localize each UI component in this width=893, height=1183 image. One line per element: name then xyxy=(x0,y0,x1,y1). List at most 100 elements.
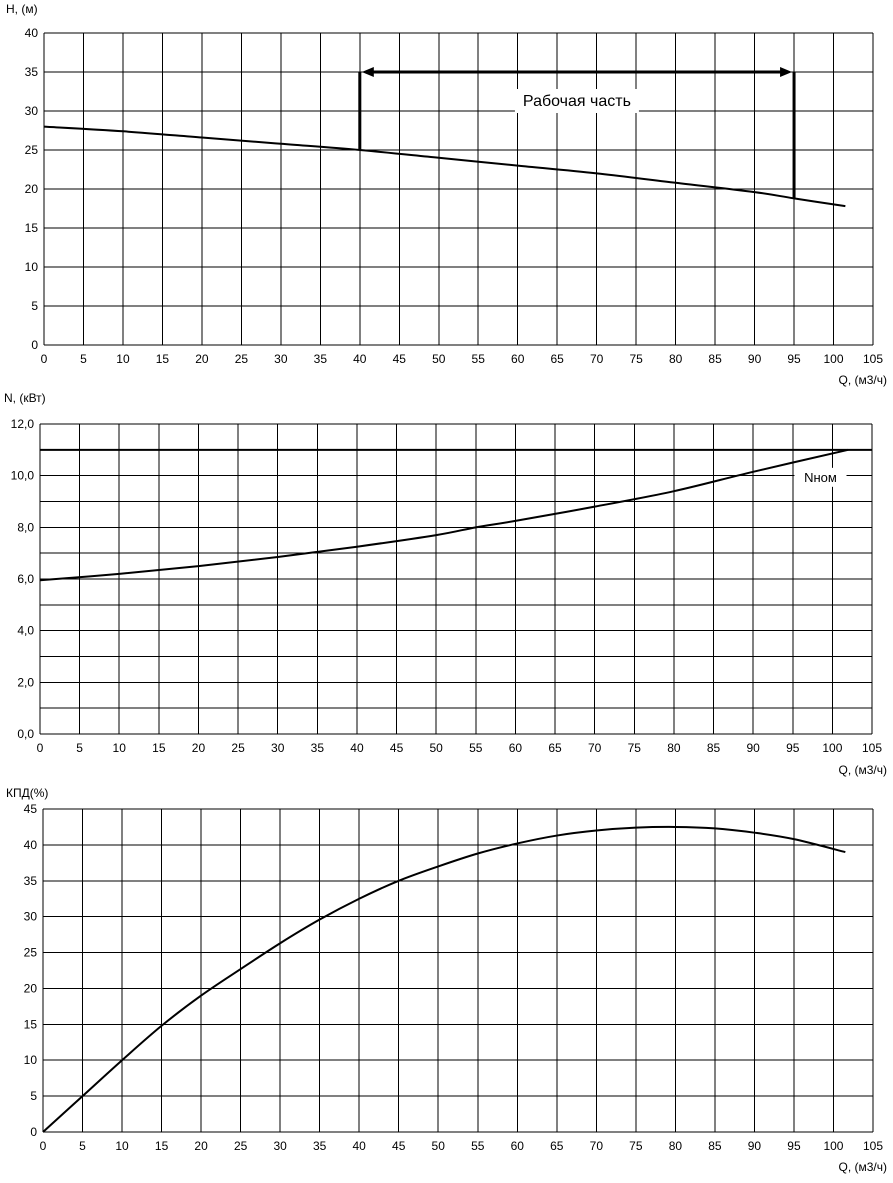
chart3-y-axis-label: КПД(%) xyxy=(6,786,48,800)
chart3-x-tick-label: 45 xyxy=(392,1139,406,1153)
chart1-x-tick-label: 65 xyxy=(551,352,565,366)
chart3-y-tick-label: 30 xyxy=(24,910,38,924)
chart2-y-tick-label: 6,0 xyxy=(17,572,34,586)
chart2-x-tick-label: 0 xyxy=(37,741,44,755)
chart2-reference-label-bg xyxy=(794,467,847,487)
chart2-y-tick-label: 2,0 xyxy=(17,675,34,689)
chart1-y-tick-label: 0 xyxy=(31,338,38,352)
chart2-y-tick-label: 12,0 xyxy=(11,417,35,431)
chart1-x-tick-label: 75 xyxy=(629,352,643,366)
chart1-x-tick-label: 35 xyxy=(314,352,328,366)
chart3-x-tick-label: 30 xyxy=(273,1139,287,1153)
chart2-x-tick-label: 60 xyxy=(509,741,523,755)
chart2-x-axis-label: Q, (м3/ч) xyxy=(838,763,887,777)
chart3-x-tick-label: 10 xyxy=(115,1139,129,1153)
chart3-x-tick-label: 55 xyxy=(471,1139,485,1153)
chart3-x-tick-label: 15 xyxy=(155,1139,169,1153)
chart2-x-tick-label: 90 xyxy=(746,741,760,755)
chart3-y-tick-label: 25 xyxy=(24,946,38,960)
chart1-x-tick-label: 15 xyxy=(156,352,170,366)
chart2-x-tick-label: 55 xyxy=(469,741,483,755)
chart3-x-tick-label: 35 xyxy=(313,1139,327,1153)
chart3-x-tick-label: 100 xyxy=(823,1139,843,1153)
chart2-y-tick-label: 10,0 xyxy=(11,469,35,483)
chart2-x-tick-label: 65 xyxy=(548,741,562,755)
chart2-x-tick-label: 35 xyxy=(311,741,325,755)
chart3-x-tick-label: 5 xyxy=(79,1139,86,1153)
chart1-x-tick-label: 80 xyxy=(669,352,683,366)
chart3-y-tick-label: 5 xyxy=(30,1089,37,1103)
chart3-x-tick-label: 25 xyxy=(234,1139,248,1153)
chart2-x-tick-label: 20 xyxy=(192,741,206,755)
chart1-y-tick-label: 20 xyxy=(25,182,39,196)
chart1-range-arrow-head-right xyxy=(780,67,793,77)
chart1-x-tick-label: 90 xyxy=(748,352,762,366)
chart3-x-tick-label: 0 xyxy=(40,1139,47,1153)
chart3-x-tick-label: 90 xyxy=(748,1139,762,1153)
chart1-y-tick-label: 10 xyxy=(25,260,39,274)
chart3-x-tick-label: 50 xyxy=(432,1139,446,1153)
chart2-x-tick-label: 100 xyxy=(822,741,842,755)
chart3-x-tick-label: 75 xyxy=(629,1139,643,1153)
chart3-y-tick-label: 0 xyxy=(30,1125,37,1139)
chart1-x-tick-label: 55 xyxy=(472,352,486,366)
chart3-x-tick-label: 20 xyxy=(194,1139,208,1153)
chart3-x-tick-label: 105 xyxy=(863,1139,883,1153)
chart1-x-tick-label: 40 xyxy=(353,352,367,366)
chart1-range-label-bg xyxy=(514,89,639,113)
chart2-x-tick-label: 10 xyxy=(113,741,127,755)
chart3-y-tick-label: 35 xyxy=(24,874,38,888)
chart1-y-tick-label: 15 xyxy=(25,221,39,235)
chart2-x-tick-label: 75 xyxy=(628,741,642,755)
chart3-x-tick-label: 40 xyxy=(353,1139,367,1153)
chart1-x-tick-label: 25 xyxy=(235,352,249,366)
chart1-y-tick-label: 35 xyxy=(25,65,39,79)
chart2-y-axis-label: N, (кВт) xyxy=(4,391,46,405)
chart3-y-tick-label: 20 xyxy=(24,981,38,995)
chart3-x-tick-label: 65 xyxy=(550,1139,564,1153)
chart1-x-axis-label: Q, (м3/ч) xyxy=(838,373,887,387)
chart1-y-tick-label: 5 xyxy=(31,299,38,313)
chart2-x-tick-label: 15 xyxy=(152,741,166,755)
chart3-y-tick-label: 10 xyxy=(24,1053,38,1067)
chart2-x-tick-label: 25 xyxy=(231,741,245,755)
chart2-x-tick-label: 45 xyxy=(390,741,404,755)
chart1-y-tick-label: 30 xyxy=(25,104,39,118)
chart2-x-tick-label: 30 xyxy=(271,741,285,755)
chart3-x-axis-label: Q, (м3/ч) xyxy=(838,1160,887,1174)
chart1-x-tick-label: 45 xyxy=(393,352,407,366)
chart3-y-tick-label: 45 xyxy=(24,802,38,816)
chart1-x-tick-label: 85 xyxy=(708,352,722,366)
chart1-x-tick-label: 5 xyxy=(80,352,87,366)
chart1-x-tick-label: 30 xyxy=(274,352,288,366)
chart1-y-axis-label: H, (м) xyxy=(6,2,38,16)
chart3-series-line xyxy=(42,825,846,1133)
chart3-x-tick-label: 80 xyxy=(669,1139,683,1153)
chart2-reference-label: Nном xyxy=(804,470,837,485)
chart1-x-tick-label: 60 xyxy=(511,352,525,366)
chart1-x-tick-label: 105 xyxy=(863,352,883,366)
chart1-range-arrow-head-left xyxy=(361,67,374,77)
chart2-x-tick-label: 40 xyxy=(350,741,364,755)
chart2-y-tick-label: 0,0 xyxy=(17,727,34,741)
chart1-range-label: Рабочая часть xyxy=(523,93,631,110)
chart3-x-tick-label: 95 xyxy=(787,1139,801,1153)
chart1-series-line xyxy=(43,125,846,208)
chart2-series-line xyxy=(39,448,849,582)
chart1-x-tick-label: 70 xyxy=(590,352,604,366)
chart3-x-tick-label: 70 xyxy=(590,1139,604,1153)
chart1-x-tick-label: 95 xyxy=(787,352,801,366)
chart3-x-tick-label: 60 xyxy=(511,1139,525,1153)
chart3-y-tick-label: 15 xyxy=(24,1017,38,1031)
chart2-x-tick-label: 105 xyxy=(862,741,882,755)
chart2-x-tick-label: 80 xyxy=(667,741,681,755)
chart2-x-tick-label: 95 xyxy=(786,741,800,755)
chart1-x-tick-label: 100 xyxy=(824,352,844,366)
chart2-y-tick-label: 4,0 xyxy=(17,624,34,638)
chart2-x-tick-label: 70 xyxy=(588,741,602,755)
chart1-x-tick-label: 0 xyxy=(41,352,48,366)
chart2-y-tick-label: 8,0 xyxy=(17,520,34,534)
chart1-y-tick-label: 25 xyxy=(25,143,39,157)
chart2-x-tick-label: 85 xyxy=(707,741,721,755)
